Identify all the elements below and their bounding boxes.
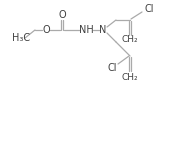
Text: O: O (58, 10, 66, 20)
Text: NH: NH (79, 25, 93, 35)
Text: CH₂: CH₂ (122, 36, 138, 45)
Text: Cl: Cl (144, 4, 154, 14)
Text: O: O (42, 25, 50, 35)
Text: Cl: Cl (107, 63, 117, 73)
Text: CH₂: CH₂ (122, 72, 138, 81)
Text: N: N (99, 25, 107, 35)
Text: H₃C: H₃C (12, 33, 30, 43)
